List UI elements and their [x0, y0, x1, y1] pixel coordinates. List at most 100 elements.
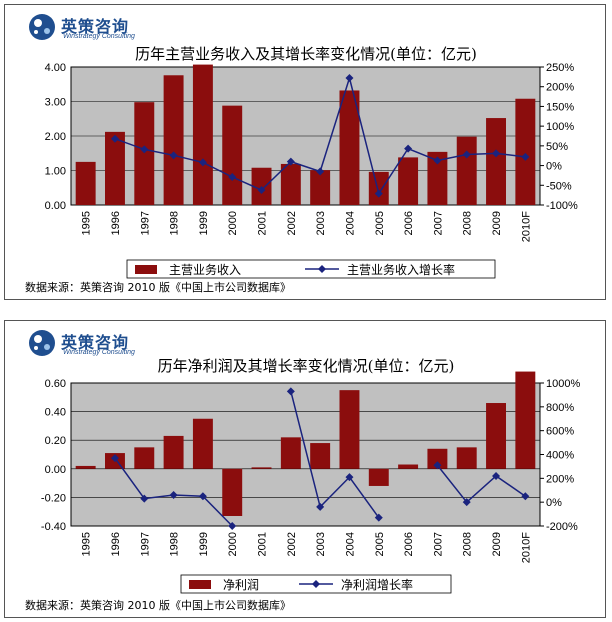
growth-marker [345, 473, 354, 482]
bar [192, 64, 213, 206]
y-left-tick-label: 4.00 [45, 62, 66, 74]
bar [280, 437, 301, 469]
brand-globe-icon [29, 14, 55, 40]
bar [339, 390, 360, 469]
legend-line-marker [312, 580, 320, 588]
growth-marker [140, 494, 149, 503]
y-left-tick-label: 0.40 [45, 407, 66, 419]
growth-marker [198, 492, 207, 501]
bar [75, 161, 96, 205]
y-left-tick-label: 0.20 [45, 435, 66, 447]
x-tick-label: 2006 [403, 211, 415, 235]
bar [310, 443, 331, 469]
growth-marker [345, 74, 354, 83]
bar [222, 105, 243, 205]
x-tick-label: 2009 [491, 211, 503, 235]
legend-bar-swatch [189, 580, 211, 589]
bar [192, 418, 213, 469]
x-tick-label: 2008 [462, 211, 474, 235]
growth-marker [316, 167, 325, 176]
legend-line-label: 净利润增长率 [341, 577, 413, 592]
x-tick-label: 2008 [462, 532, 474, 556]
x-tick-label: 2007 [432, 532, 444, 556]
bar [515, 98, 536, 205]
growth-marker [198, 158, 207, 167]
y-right-tick-label: 600% [546, 426, 574, 438]
growth-marker [433, 461, 442, 470]
profit-chart-svg: -0.40 -0.20 0.00 0.20 0.40 0.60 -200% 0% 200% 400… [41, 371, 580, 594]
legend-bar-label: 主营业务收入 [169, 262, 241, 277]
bar [515, 371, 536, 469]
y-right-tick-label: -50% [546, 180, 572, 192]
y-left-tick-label: 0.00 [45, 200, 66, 212]
y-right-tick-label: 50% [546, 141, 568, 153]
y-right-tick-label: 150% [546, 101, 574, 113]
growth-marker [492, 149, 501, 158]
legend-bar-label: 净利润 [223, 578, 259, 592]
growth-marker [228, 522, 237, 530]
legend-bar-swatch [135, 265, 157, 274]
revenue-chart-panel: 英策咨询 Winstrategy Consulting 历年主营业务收入及其增长… [4, 4, 606, 300]
x-tick-label: 1999 [198, 211, 210, 235]
brand-name: 英策咨询 [61, 17, 130, 36]
bar [251, 467, 272, 469]
y-right-tick-label: 250% [546, 62, 574, 74]
x-tick-label: 2003 [315, 532, 327, 556]
x-tick-label: 2009 [491, 532, 503, 556]
x-tick-label: 1995 [81, 532, 93, 556]
brand-logo: 英策咨询 Winstrategy Consulting [27, 11, 187, 47]
bar [134, 102, 155, 205]
legend: 净利润 净利润增长率 [180, 574, 452, 594]
growth-marker [374, 189, 383, 198]
brand-subtitle: Winstrategy Consulting [63, 33, 135, 40]
x-tick-label: 1999 [198, 532, 210, 556]
x-tick-label: 2007 [432, 211, 444, 235]
growth-marker [316, 502, 325, 511]
y-right-tick-label: -100% [546, 200, 578, 212]
y-right-tick-label: 0% [546, 161, 562, 173]
y-left-tick-label: -0.20 [41, 492, 66, 504]
y-left-tick-label: 0.60 [45, 378, 66, 390]
growth-line [290, 391, 380, 519]
x-tick-label: 2000 [227, 532, 239, 556]
bar [105, 131, 125, 205]
x-tick-label: 1998 [169, 211, 181, 235]
brand-name: 英策咨询 [61, 333, 130, 352]
y-right-tick-label: 400% [546, 450, 574, 462]
bar [427, 448, 448, 469]
y-left-tick-label: 1.00 [45, 166, 66, 178]
x-tick-label: 2010F [520, 211, 532, 242]
x-tick-label: 1996 [110, 532, 122, 556]
x-tick-label: 2004 [344, 532, 356, 556]
brand-globe-icon [29, 330, 55, 356]
bar [368, 171, 389, 205]
growth-marker [257, 186, 266, 195]
bar [280, 163, 301, 205]
bar [75, 465, 96, 469]
growth-marker [140, 145, 149, 154]
growth-marker [286, 157, 295, 166]
revenue-chart-svg: 0.00 1.00 2.00 3.00 4.00 -100% -50% 0% 50% 100% 15… [45, 62, 578, 279]
bar [398, 157, 419, 205]
bar [486, 403, 506, 469]
growth-marker [404, 144, 413, 153]
x-tick-label: 1997 [139, 211, 151, 235]
bar [486, 118, 506, 205]
x-tick-label: 2001 [257, 211, 269, 235]
y-right-tick-label: 800% [546, 402, 574, 414]
x-tick-label: 2001 [257, 532, 269, 556]
x-tick-label: 2003 [315, 211, 327, 235]
growth-marker [462, 150, 471, 159]
x-tick-label: 1997 [139, 532, 151, 556]
x-tick-label: 2000 [227, 211, 239, 235]
x-tick-label: 2005 [374, 532, 386, 556]
legend-line-label: 主营业务收入增长率 [347, 262, 455, 277]
y-left-tick-label: 0.00 [45, 464, 66, 476]
x-tick-label: 2010F [520, 532, 532, 563]
y-right-tick-label: 0% [546, 497, 562, 509]
bar [456, 447, 477, 469]
growth-line [436, 464, 526, 504]
brand-subtitle: Winstrategy Consulting [63, 349, 135, 356]
y-right-tick-label: 100% [546, 121, 574, 133]
bar [427, 151, 448, 205]
